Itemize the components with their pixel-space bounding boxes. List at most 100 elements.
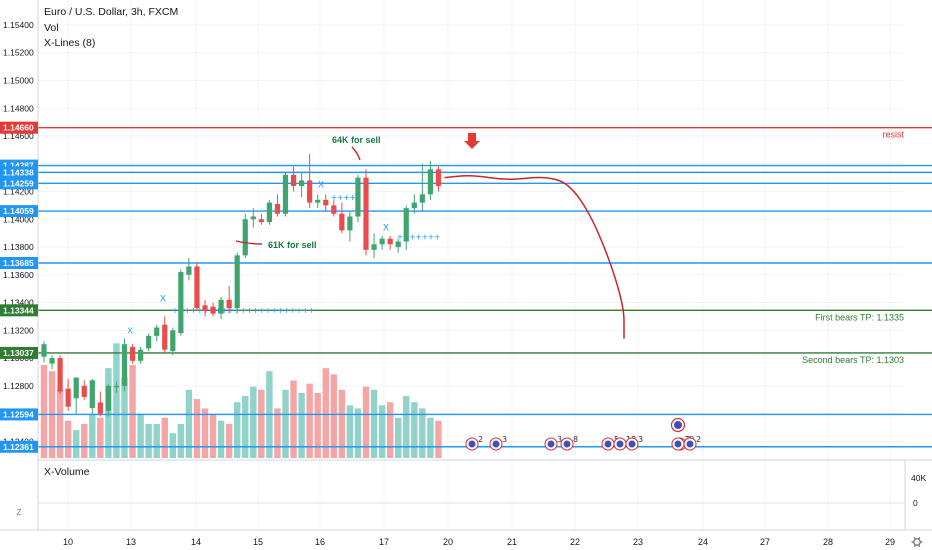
annotation-label: 61K for sell [268, 240, 317, 250]
price-level-label: 1.14059 [3, 206, 34, 216]
volume-bar [73, 430, 80, 458]
candle-body [315, 199, 321, 203]
candle-body [307, 180, 313, 203]
price-level-label: 1.13685 [3, 258, 34, 268]
volume-bar [169, 433, 176, 458]
candle-body [186, 266, 192, 275]
volume-bar [395, 417, 402, 458]
price-tick-label: 1.12800 [3, 381, 34, 391]
price-tick-label: 1.14800 [3, 103, 34, 113]
price-level-badge [0, 346, 38, 359]
volume-bar [97, 417, 104, 458]
xvolume-pane-title: X-Volume [44, 466, 90, 478]
price-level-badge [0, 408, 38, 421]
price-level-badge [0, 205, 38, 218]
candle-body [146, 335, 152, 349]
xline-marker: + [277, 306, 284, 315]
volume-bar [89, 414, 96, 458]
candle-body [290, 174, 297, 186]
price-level-label: 1.13037 [3, 348, 34, 358]
price-tick-label: 1.13200 [3, 325, 34, 335]
volume-bar [403, 396, 410, 458]
xline-marker: + [258, 306, 265, 315]
volume-bar [121, 377, 128, 458]
candle-body [266, 202, 272, 223]
price-tick-label: 1.15000 [3, 75, 34, 85]
event-count: 2 [696, 435, 701, 444]
price-level-badge [0, 166, 38, 179]
volume-bar [419, 408, 426, 458]
candle-body [411, 202, 417, 209]
candle-body [299, 180, 305, 186]
event-count: 2 [478, 435, 483, 444]
xline-cross: X [383, 223, 389, 233]
candle-body [170, 330, 176, 352]
candle-body [57, 358, 63, 392]
volume-bar [258, 389, 265, 458]
time-tick-label: 27 [760, 537, 770, 547]
candle-body [202, 305, 208, 311]
price-tick-label: 1.14600 [3, 131, 34, 141]
volume-indicator-label: Vol [44, 22, 59, 34]
volume-bar [330, 374, 337, 458]
volume-bar [435, 420, 442, 458]
volume-bar [185, 389, 193, 458]
price-tick-label: 1.14200 [3, 187, 34, 197]
price-level-note: resist [882, 130, 904, 140]
event-flag-icon [686, 440, 694, 448]
volume-bar [161, 417, 168, 458]
volume-bar [177, 423, 185, 458]
candle-body [105, 385, 111, 411]
volume-bar [314, 392, 321, 458]
time-tick-label: 10 [63, 537, 73, 547]
candle-body [395, 241, 401, 248]
price-level-badge [0, 304, 38, 317]
price-level-label: 1.14387 [3, 161, 34, 171]
gear-icon-tooth [918, 536, 921, 540]
time-tick-label: 23 [633, 537, 643, 547]
candle-body [65, 388, 71, 407]
xline-marker: + [434, 233, 441, 242]
xline-marker: + [271, 306, 278, 315]
time-tick-label: 15 [253, 537, 263, 547]
candle-body [113, 385, 120, 388]
xline-marker: + [246, 306, 253, 315]
candle-body [379, 238, 385, 245]
annotation-pointer [235, 240, 263, 245]
candle-body [371, 244, 377, 250]
candle-body [154, 327, 160, 336]
volume-bar [322, 368, 329, 458]
price-level-note: Second bears TP: 1.1303 [802, 355, 904, 365]
volume-bar [64, 420, 72, 458]
volume-bar [298, 392, 305, 458]
candle-body [242, 219, 248, 256]
candle-body [403, 208, 409, 242]
time-tick-label: 20 [443, 537, 453, 547]
volume-bar [81, 423, 88, 458]
price-tick-label: 1.15200 [3, 48, 34, 58]
xline-marker: + [221, 306, 228, 315]
xline-marker: + [331, 193, 338, 202]
candle-body [226, 299, 232, 309]
volume-bar [234, 402, 241, 458]
candle-body [355, 177, 361, 217]
candle-body [331, 205, 337, 214]
xline-marker: + [190, 306, 197, 315]
volume-bar [306, 383, 313, 458]
xline-marker: + [252, 306, 259, 315]
candle-body [129, 346, 136, 361]
annotation-pointer [351, 146, 361, 161]
candle-body [363, 177, 369, 250]
candle-body [339, 213, 345, 231]
gear-icon-tooth [913, 544, 916, 548]
gear-icon-tooth [918, 544, 921, 548]
candle-body [234, 255, 240, 309]
event-flag-icon [628, 440, 636, 448]
price-level-label: 1.12594 [3, 409, 34, 419]
xline-marker: + [343, 193, 350, 202]
time-tick-label: 17 [379, 537, 389, 547]
event-count: 3 [557, 435, 562, 444]
z-toggle: Z [17, 508, 22, 517]
xline-marker: + [421, 233, 428, 242]
